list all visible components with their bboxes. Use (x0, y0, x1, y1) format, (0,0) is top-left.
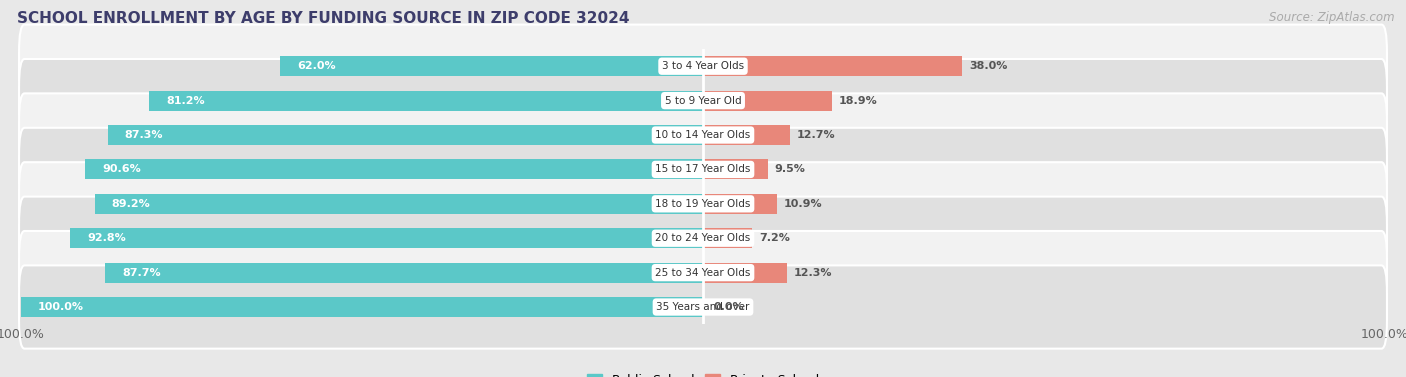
Text: 25 to 34 Year Olds: 25 to 34 Year Olds (655, 268, 751, 277)
Text: 3 to 4 Year Olds: 3 to 4 Year Olds (662, 61, 744, 71)
Text: 12.3%: 12.3% (794, 268, 832, 277)
Bar (703, 159, 768, 179)
Text: 20 to 24 Year Olds: 20 to 24 Year Olds (655, 233, 751, 243)
Bar (703, 125, 790, 145)
Text: 18 to 19 Year Olds: 18 to 19 Year Olds (655, 199, 751, 209)
Text: Source: ZipAtlas.com: Source: ZipAtlas.com (1270, 11, 1395, 24)
Text: 100.0%: 100.0% (38, 302, 84, 312)
FancyBboxPatch shape (20, 59, 1386, 142)
Text: 9.5%: 9.5% (775, 164, 806, 175)
Text: SCHOOL ENROLLMENT BY AGE BY FUNDING SOURCE IN ZIP CODE 32024: SCHOOL ENROLLMENT BY AGE BY FUNDING SOUR… (17, 11, 630, 26)
FancyBboxPatch shape (20, 231, 1386, 314)
Bar (149, 90, 703, 110)
Text: 87.7%: 87.7% (122, 268, 160, 277)
FancyBboxPatch shape (20, 25, 1386, 108)
Text: 18.9%: 18.9% (839, 96, 877, 106)
Text: 15 to 17 Year Olds: 15 to 17 Year Olds (655, 164, 751, 175)
Text: 7.2%: 7.2% (759, 233, 790, 243)
Bar (21, 297, 703, 317)
FancyBboxPatch shape (20, 93, 1386, 177)
Text: 12.7%: 12.7% (796, 130, 835, 140)
Bar (703, 194, 778, 214)
Text: 90.6%: 90.6% (103, 164, 141, 175)
Bar (70, 228, 703, 248)
Bar (108, 125, 703, 145)
Bar (105, 263, 703, 283)
Text: 10 to 14 Year Olds: 10 to 14 Year Olds (655, 130, 751, 140)
Text: 0.0%: 0.0% (713, 302, 744, 312)
FancyBboxPatch shape (20, 196, 1386, 280)
Bar (86, 159, 703, 179)
Legend: Public School, Private School: Public School, Private School (588, 374, 818, 377)
FancyBboxPatch shape (20, 128, 1386, 211)
Text: 10.9%: 10.9% (785, 199, 823, 209)
Text: 87.3%: 87.3% (125, 130, 163, 140)
Text: 81.2%: 81.2% (166, 96, 205, 106)
Text: 38.0%: 38.0% (969, 61, 1007, 71)
Bar (94, 194, 703, 214)
Bar (703, 263, 787, 283)
Text: 5 to 9 Year Old: 5 to 9 Year Old (665, 96, 741, 106)
Text: 89.2%: 89.2% (112, 199, 150, 209)
Bar (703, 90, 832, 110)
Text: 62.0%: 62.0% (297, 61, 336, 71)
Text: 92.8%: 92.8% (87, 233, 127, 243)
FancyBboxPatch shape (20, 265, 1386, 349)
Bar (703, 228, 752, 248)
FancyBboxPatch shape (20, 162, 1386, 245)
Bar (703, 56, 962, 76)
Bar (280, 56, 703, 76)
Text: 35 Years and over: 35 Years and over (657, 302, 749, 312)
